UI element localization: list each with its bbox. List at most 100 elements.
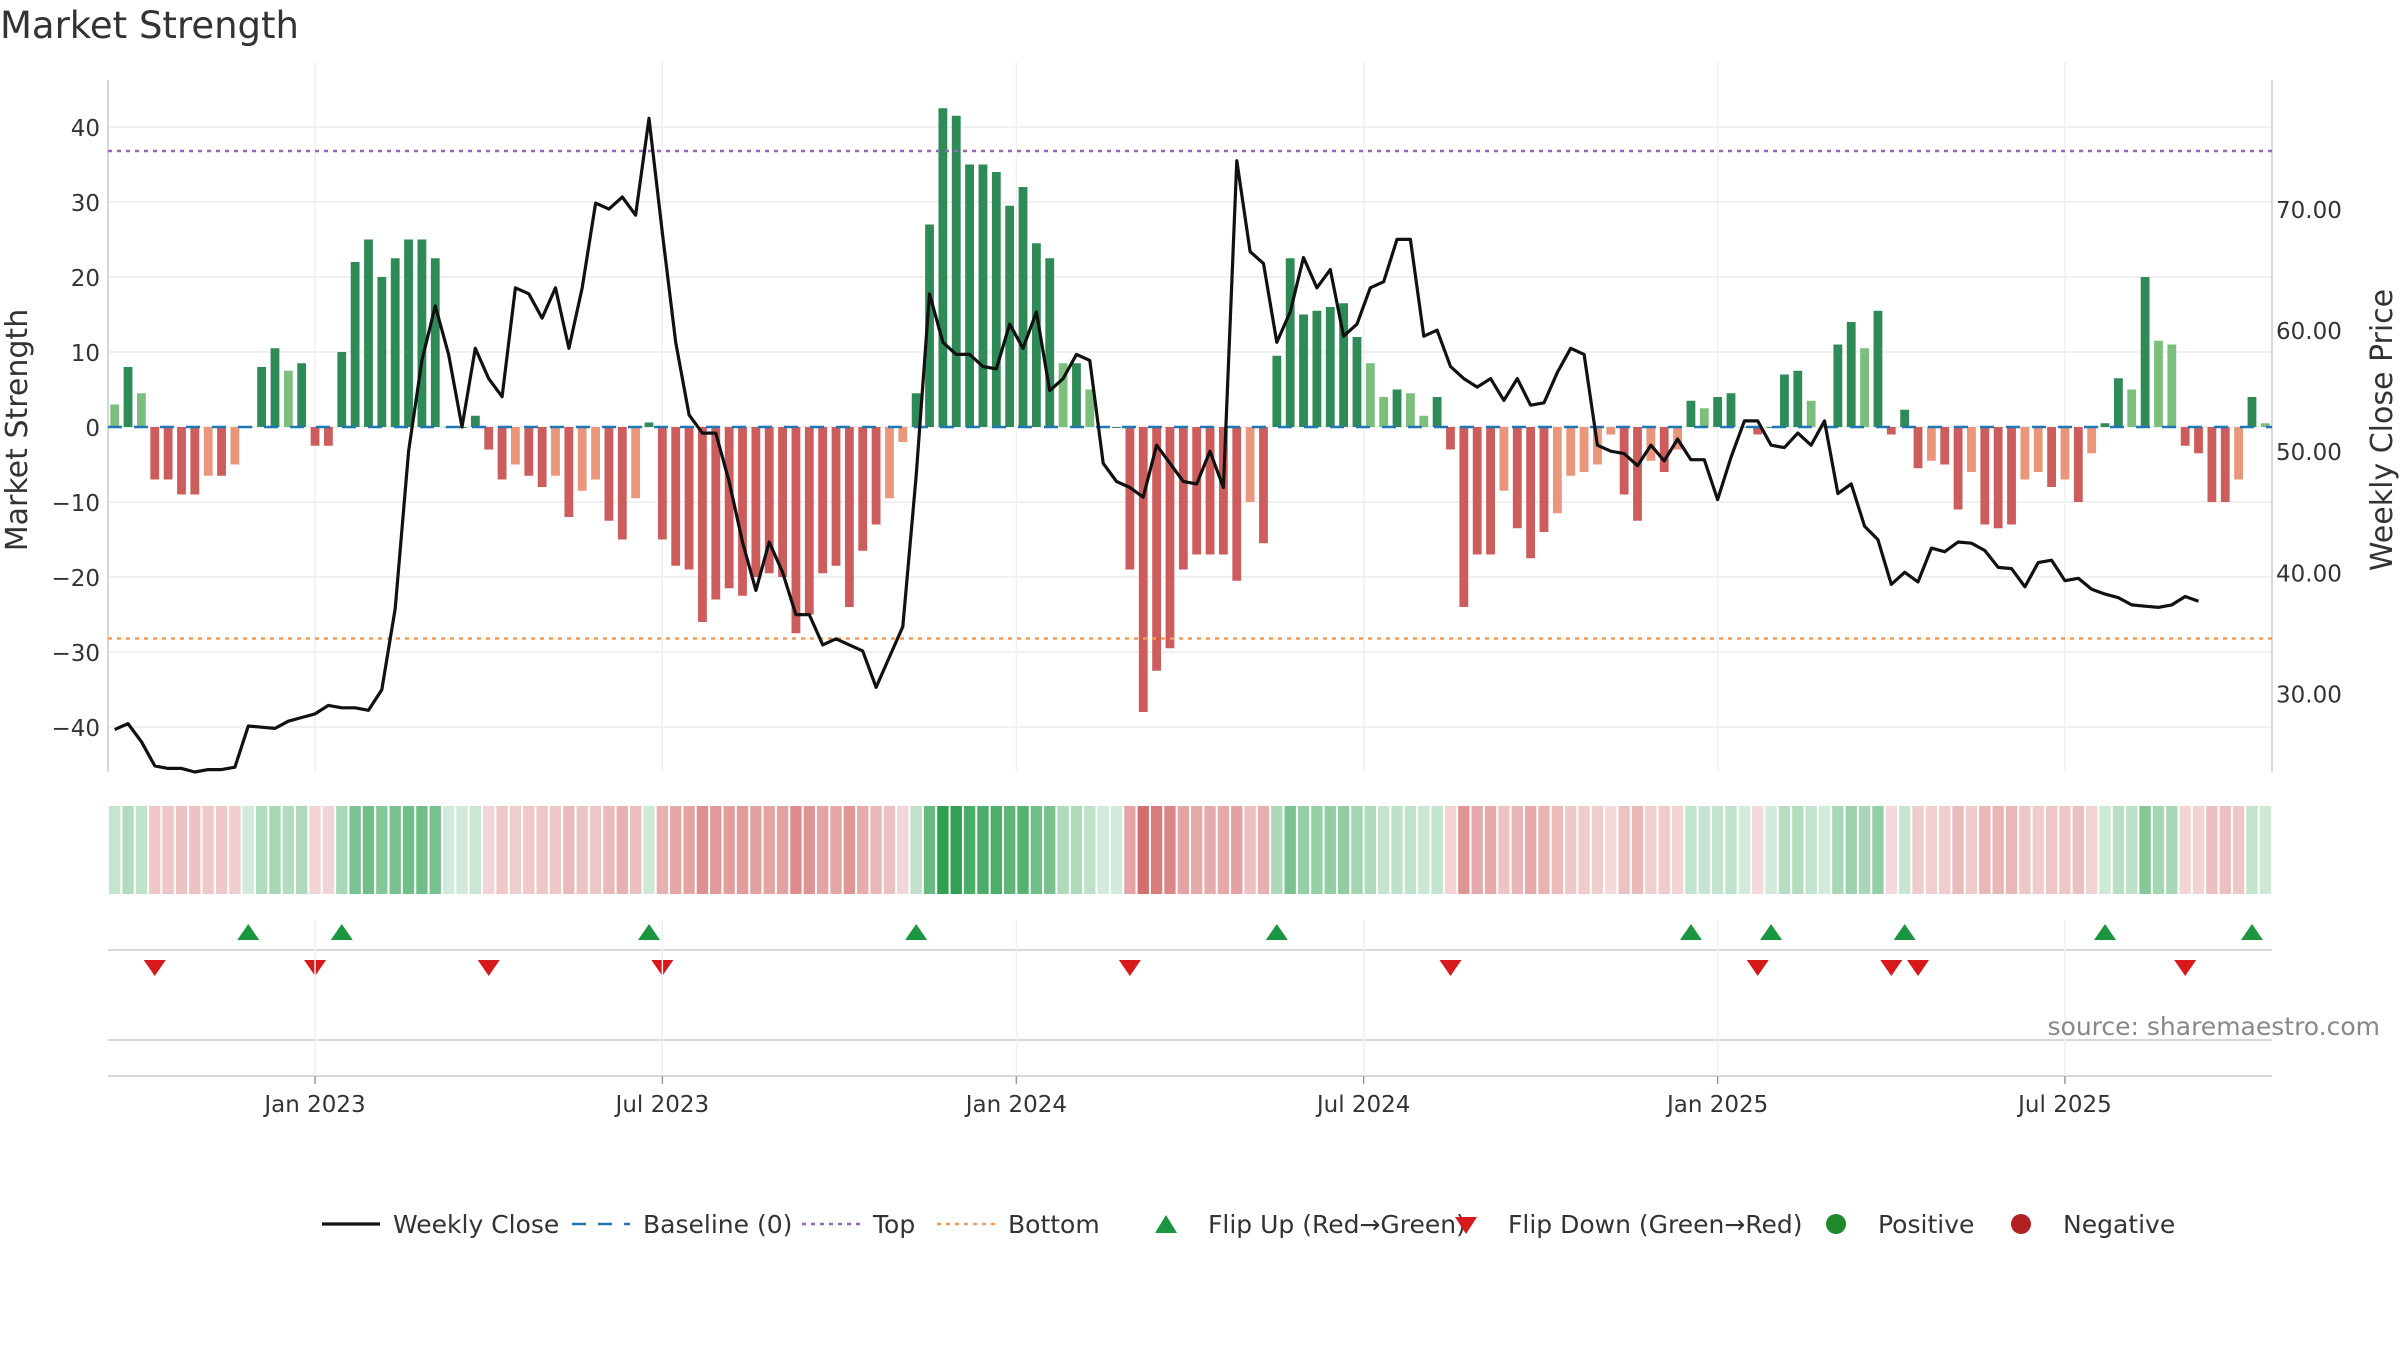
strength-bar — [350, 262, 360, 427]
strength-bar — [1486, 427, 1495, 555]
heat-cell — [2152, 806, 2165, 894]
heat-cell — [1511, 806, 1523, 894]
heat-cell — [830, 806, 842, 894]
legend-item: Baseline (0) — [572, 1210, 792, 1239]
heat-cell — [629, 806, 642, 894]
strength-bar — [150, 427, 160, 480]
heat-cell — [109, 806, 121, 894]
flip-up-marker — [2240, 924, 2263, 940]
strength-bar — [1379, 397, 1389, 427]
strength-bar — [564, 427, 574, 517]
strength-bar — [2113, 378, 2123, 427]
heat-cell — [977, 806, 989, 894]
strength-bar — [1619, 427, 1629, 495]
heat-cell — [1471, 806, 1483, 894]
strength-bar — [2207, 427, 2217, 502]
strength-bar — [297, 363, 307, 427]
heat-cell — [2259, 806, 2271, 894]
heat-cell — [469, 806, 482, 894]
strength-bar — [2020, 427, 2030, 480]
strength-bar — [1713, 397, 1723, 427]
strength-bar — [684, 427, 694, 570]
heat-cell — [1017, 806, 1029, 894]
strength-bar — [671, 427, 681, 566]
heat-cell — [643, 806, 655, 894]
strength-bar — [1512, 427, 1522, 529]
strength-bar — [1499, 427, 1509, 491]
heat-cell — [1711, 806, 1724, 894]
heat-cell — [963, 806, 976, 894]
strength-bar — [2047, 427, 2057, 487]
heat-cell — [1872, 806, 1884, 894]
heat-cell — [1792, 806, 1804, 894]
strength-bar — [470, 415, 480, 427]
heat-cell — [2232, 806, 2245, 894]
heat-cell — [1885, 806, 1897, 894]
strength-bar — [1793, 370, 1803, 427]
heat-cell — [1698, 806, 1710, 894]
strength-bars — [110, 108, 2270, 712]
heat-cell — [1044, 806, 1056, 894]
legend-swatch — [1455, 1217, 1477, 1234]
strength-bar — [417, 239, 427, 427]
gridlines — [108, 62, 2272, 772]
heat-cell — [135, 806, 148, 894]
strength-bar — [2073, 427, 2083, 502]
strength-bar — [2260, 423, 2270, 427]
strength-bar — [1766, 427, 1776, 428]
heat-cell — [897, 806, 909, 894]
strength-bar — [1005, 205, 1015, 427]
x-axis: Jan 2023 Jul 2023 Jan 2024 Jul 2024 Jan 2025… — [108, 920, 2272, 1118]
y2-tick-label: 40.00 — [2276, 561, 2342, 587]
heat-cell — [1605, 806, 1617, 894]
strength-bar — [136, 393, 146, 427]
heat-cell — [2179, 806, 2191, 894]
strength-bar — [1806, 400, 1816, 427]
strength-bar — [1940, 427, 1950, 465]
strength-bar — [1112, 427, 1121, 428]
heat-cell — [1778, 806, 1791, 894]
heat-cell — [2045, 806, 2058, 894]
heat-cell — [496, 806, 508, 894]
heat-cell — [1685, 806, 1697, 894]
heat-cell — [1097, 806, 1109, 894]
heat-cell — [1444, 806, 1457, 894]
heat-strip — [109, 806, 2271, 894]
heat-cell — [1458, 806, 1470, 894]
strength-bar — [310, 427, 320, 446]
strength-bar — [1419, 415, 1429, 427]
strength-bar — [1245, 427, 1255, 502]
heat-cell — [616, 806, 628, 894]
strength-bar — [951, 115, 961, 427]
heat-cell — [2206, 806, 2218, 894]
legend-label: Top — [872, 1210, 915, 1239]
strength-bar — [738, 427, 747, 596]
heat-cell — [322, 806, 335, 894]
strength-bar — [1018, 187, 1028, 427]
legend-label: Flip Up (Red→Green) — [1208, 1210, 1466, 1239]
heat-cell — [723, 806, 735, 894]
heat-cell — [1832, 806, 1844, 894]
strength-bar — [1699, 408, 1709, 427]
strength-bar — [1739, 427, 1749, 428]
heat-cell — [1191, 806, 1203, 894]
heat-cell — [416, 806, 428, 894]
flip-down-marker — [1880, 960, 1903, 976]
strength-bar — [1780, 374, 1789, 427]
strength-bar — [1566, 427, 1576, 476]
heat-cell — [1484, 806, 1497, 894]
strength-bar — [1272, 355, 1282, 427]
heat-cell — [1725, 806, 1737, 894]
strength-bar — [110, 404, 120, 427]
heat-cell — [1070, 806, 1083, 894]
weekly-close-line-group — [114, 116, 2200, 774]
strength-bar — [1259, 427, 1268, 544]
heat-cell — [376, 806, 388, 894]
strength-bar — [1432, 397, 1442, 427]
heat-cell — [2072, 806, 2084, 894]
x-tick-label: Jan 2025 — [1665, 1092, 1768, 1118]
heat-cell — [1084, 806, 1096, 894]
heat-cell — [1431, 806, 1443, 894]
flip-up-marker — [1265, 924, 1288, 940]
heat-cell — [1591, 806, 1604, 894]
